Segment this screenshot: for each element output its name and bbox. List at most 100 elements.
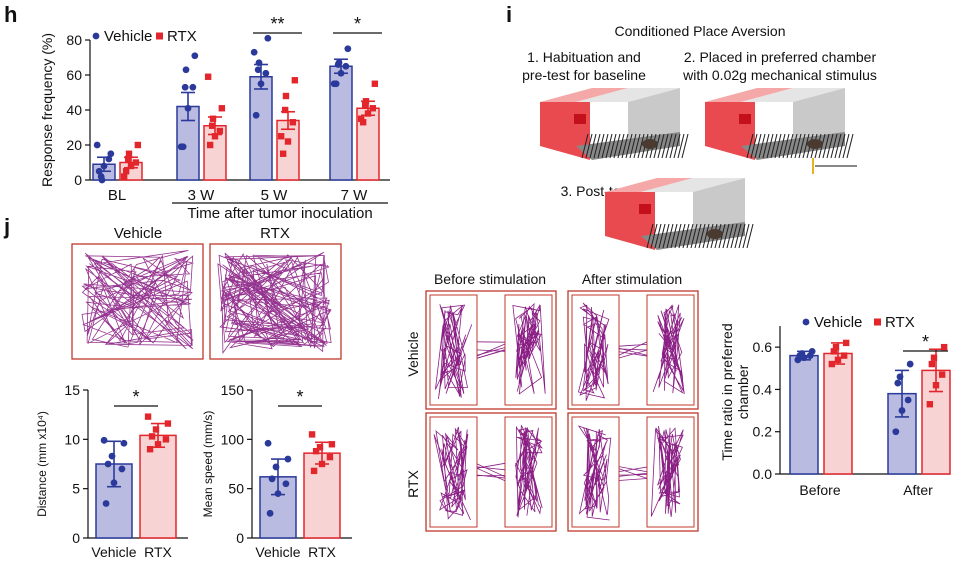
data-point (105, 155, 113, 163)
data-point (100, 436, 108, 444)
floor-hatch (621, 133, 629, 159)
floor-hatch (646, 223, 654, 249)
y-axis-label: Response frequency (%) (39, 33, 55, 187)
floor-hatch (842, 133, 850, 159)
movement-trace (650, 426, 684, 517)
bar (303, 452, 341, 539)
y-axis-label: Mean speed (mm/s) (201, 411, 215, 518)
significance-label: * (296, 387, 303, 407)
floor-hatch (654, 223, 662, 249)
data-point (808, 347, 816, 355)
y-tick-label: 5 (72, 481, 80, 497)
data-point (125, 150, 133, 157)
floor-hatch (790, 133, 798, 159)
floor-hatch (702, 223, 710, 249)
data-point (291, 77, 299, 84)
row-label-rtx: RTX (405, 469, 421, 497)
floor-hatch (625, 133, 633, 159)
data-point (177, 143, 185, 151)
panel-letter-h: h (4, 2, 17, 27)
floor-hatch (690, 223, 698, 249)
cpa-step2-line1: with 0.02g mechanical stimulus (682, 67, 877, 83)
significance-label: ** (270, 14, 284, 34)
floor-hatch (609, 133, 617, 159)
data-point (282, 480, 290, 488)
box-top-grey (641, 178, 745, 192)
chart-response-frequency: 0 20 40 60 80 Response frequency (%) BL 3 W 5 W 7… (39, 14, 390, 222)
legend-marker-vehicle (802, 318, 810, 326)
movement-trace (217, 251, 332, 355)
y-tick-label: 0 (236, 530, 244, 546)
data-point (144, 413, 152, 420)
bar (823, 352, 853, 475)
data-point (120, 173, 128, 180)
movement-trace (514, 425, 544, 518)
data-point (254, 66, 262, 74)
cpa-step2-line1: 2. Placed in preferred chamber (684, 49, 877, 65)
box-back-grey (793, 88, 845, 146)
floor-hatch (698, 223, 706, 249)
y-axis-label-line1: Time ratio in preferred (719, 323, 735, 460)
data-point (344, 45, 352, 53)
y-tick-label: 60 (66, 67, 82, 83)
floor-hatch (742, 223, 750, 249)
data-point (312, 447, 320, 455)
box-back-grey (628, 88, 680, 146)
box-door (739, 114, 751, 124)
panel-letter-i: i (506, 2, 512, 27)
floor-hatch (581, 133, 589, 159)
movement-trace (618, 343, 648, 347)
data-point (164, 420, 172, 427)
movement-trace (618, 349, 648, 359)
data-point (337, 69, 345, 77)
data-point (182, 66, 190, 74)
y-tick-label: 0 (74, 172, 82, 188)
data-point (371, 80, 379, 87)
y-tick-label: 10 (64, 431, 80, 447)
data-point (318, 460, 326, 468)
data-point (896, 373, 904, 381)
y-tick-label: 0.0 (753, 466, 773, 482)
floor-hatch (770, 133, 778, 159)
floor-hatch (746, 223, 754, 249)
data-point (211, 133, 219, 140)
data-point (289, 119, 297, 126)
after-stimulation-label: After stimulation (582, 271, 682, 287)
data-point (840, 352, 848, 359)
x-tick-label: 5 W (261, 187, 289, 204)
data-point (98, 176, 106, 184)
floor-hatch (633, 133, 641, 159)
movement-trace (476, 463, 506, 478)
movement-trace (577, 425, 612, 521)
data-point (93, 141, 101, 149)
y-tick-label: 150 (221, 382, 245, 398)
data-point (107, 150, 115, 158)
floor-hatch (662, 223, 670, 249)
data-point (208, 122, 216, 129)
floor-hatch (738, 223, 746, 249)
data-point (938, 371, 946, 378)
row-label-vehicle: Vehicle (405, 331, 421, 376)
box-floor (741, 132, 845, 160)
floor-hatch (694, 223, 702, 249)
floor-hatch (762, 133, 770, 159)
box-top-grey (576, 88, 680, 102)
data-point (255, 59, 263, 67)
x-tick-label: 7 W (341, 187, 369, 204)
data-point (359, 119, 367, 126)
legend-label-vehicle: Vehicle (814, 314, 862, 331)
chart-mean-speed: 0 50 100 150 Mean speed (mm/s) Vehicle RTX * (201, 382, 352, 560)
movement-trace (618, 466, 648, 473)
y-axis-label: Distance (mm x10⁴) (35, 411, 49, 517)
floor-hatch (665, 133, 673, 159)
cpa-left-chamber (429, 416, 478, 528)
floor-hatch (734, 223, 742, 249)
legend-label-vehicle: Vehicle (104, 28, 152, 45)
data-point (272, 463, 280, 471)
floor-hatch (774, 133, 782, 159)
track-label-vehicle: Vehicle (114, 225, 162, 242)
cpa-box-1 (540, 88, 689, 160)
data-point (154, 441, 162, 448)
floor-hatch (778, 133, 786, 159)
significance-label: * (132, 387, 139, 407)
